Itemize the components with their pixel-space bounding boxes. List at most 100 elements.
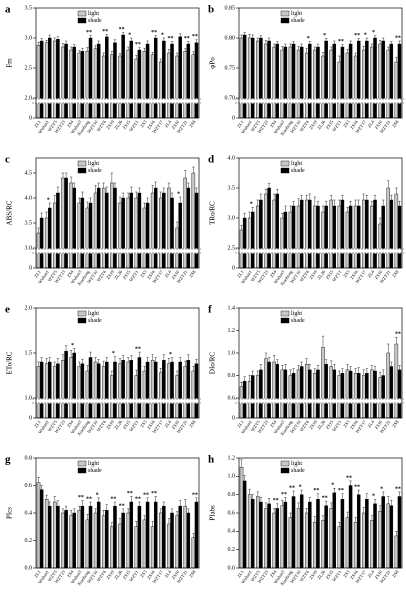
bar bbox=[191, 54, 196, 119]
bar bbox=[159, 512, 163, 569]
x-tick-label: ZL4 bbox=[367, 119, 376, 129]
bar bbox=[48, 361, 52, 419]
y-tick-label: 0 bbox=[29, 265, 32, 271]
legend-label: light bbox=[291, 311, 302, 317]
error-bar bbox=[300, 43, 303, 47]
x-tick-label: ZS8 bbox=[391, 419, 400, 429]
bar bbox=[264, 43, 268, 119]
error-bar bbox=[365, 493, 369, 500]
error-bar bbox=[89, 197, 92, 203]
error-bar bbox=[378, 40, 382, 44]
significance-mark: ** bbox=[354, 33, 360, 39]
error-bar bbox=[94, 45, 97, 49]
significance-mark: ** bbox=[151, 30, 157, 36]
error-bar bbox=[195, 39, 198, 43]
bar bbox=[53, 202, 57, 269]
bar bbox=[145, 501, 150, 569]
error-bar bbox=[300, 195, 303, 200]
x-tick-label: ZS19 bbox=[308, 119, 318, 130]
error-bar bbox=[48, 357, 51, 362]
bar bbox=[129, 501, 134, 569]
x-tick-label: ZS10 bbox=[374, 269, 384, 280]
error-bar bbox=[313, 196, 317, 206]
axis-break bbox=[32, 98, 201, 104]
significance-mark: ** bbox=[192, 492, 198, 498]
error-bar bbox=[329, 360, 333, 367]
bar bbox=[170, 512, 174, 569]
error-bar bbox=[175, 370, 179, 376]
error-bar bbox=[81, 191, 84, 198]
y-tick-label: 3.5 bbox=[228, 185, 236, 191]
error-bar bbox=[135, 369, 138, 376]
bar bbox=[370, 520, 374, 569]
error-bar bbox=[308, 193, 312, 200]
x-tick-label: ZS8 bbox=[391, 119, 400, 129]
error-bar bbox=[69, 510, 73, 516]
error-bar bbox=[281, 365, 284, 370]
significance-mark: ** bbox=[135, 496, 141, 502]
bar bbox=[288, 46, 293, 119]
bar bbox=[88, 202, 93, 269]
x-tick-label: WZY1 bbox=[331, 419, 342, 432]
legend-swatch bbox=[77, 10, 87, 17]
bar bbox=[101, 366, 106, 419]
error-bar bbox=[130, 37, 133, 41]
bar bbox=[48, 37, 52, 119]
bar bbox=[373, 370, 377, 419]
significance-mark: ** bbox=[135, 346, 141, 352]
error-bar bbox=[362, 193, 365, 200]
bar bbox=[36, 366, 41, 419]
bar bbox=[373, 199, 377, 269]
legend-swatch bbox=[77, 460, 87, 467]
error-bar bbox=[373, 35, 377, 38]
significance-mark: ** bbox=[127, 491, 133, 497]
axis-break bbox=[32, 248, 201, 254]
bar bbox=[162, 40, 166, 119]
bar bbox=[56, 363, 60, 419]
bar bbox=[191, 172, 196, 269]
error-bar bbox=[40, 357, 43, 362]
error-bar bbox=[126, 46, 130, 50]
error-bar bbox=[138, 501, 141, 507]
y-tick-label: 0.6 bbox=[25, 483, 33, 489]
error-bar bbox=[289, 205, 292, 212]
significance-mark: ** bbox=[395, 332, 401, 338]
bar bbox=[337, 205, 342, 269]
bar bbox=[56, 505, 60, 569]
error-bar bbox=[316, 493, 320, 500]
error-bar bbox=[259, 497, 263, 502]
bar bbox=[96, 501, 101, 569]
error-bar bbox=[118, 518, 122, 524]
y-tick-label: 0 bbox=[232, 415, 235, 421]
significance-mark: * bbox=[71, 343, 74, 349]
x-tick-label: WZY5 bbox=[250, 119, 262, 133]
error-bar bbox=[170, 192, 174, 198]
bar bbox=[321, 211, 325, 269]
x-tick-label: ZS4 bbox=[269, 569, 278, 579]
error-bar bbox=[130, 186, 133, 193]
bar bbox=[162, 360, 166, 419]
bar bbox=[386, 352, 390, 419]
x-tick-label: ZS3 bbox=[139, 119, 148, 129]
bar bbox=[370, 46, 374, 119]
error-bar bbox=[167, 182, 171, 188]
error-bar bbox=[313, 516, 317, 523]
bar bbox=[101, 55, 106, 119]
bar bbox=[299, 366, 304, 419]
bar bbox=[93, 361, 98, 419]
legend-swatch bbox=[280, 317, 290, 324]
error-bar bbox=[341, 195, 344, 200]
bar bbox=[389, 199, 394, 269]
error-bar bbox=[240, 382, 243, 387]
bar bbox=[324, 205, 328, 269]
x-tick-label: WZY1 bbox=[331, 569, 342, 582]
error-bar bbox=[121, 508, 125, 513]
significance-mark: ** bbox=[143, 492, 149, 498]
error-bar bbox=[78, 505, 81, 511]
error-bar bbox=[64, 345, 68, 352]
x-tick-label: ZS16 bbox=[349, 269, 359, 280]
error-bar bbox=[324, 500, 328, 506]
panel-label: g bbox=[5, 454, 11, 466]
bar bbox=[121, 197, 125, 269]
significance-mark: ** bbox=[395, 35, 401, 41]
